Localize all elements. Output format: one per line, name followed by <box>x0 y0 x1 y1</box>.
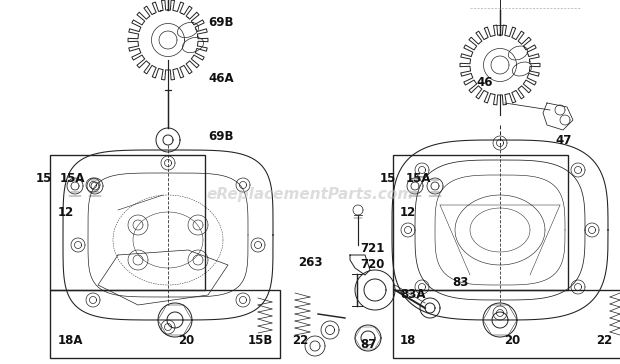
Text: 721: 721 <box>360 241 384 254</box>
Text: 15A: 15A <box>60 171 86 185</box>
Text: 15A: 15A <box>406 171 432 185</box>
Text: 263: 263 <box>298 256 322 269</box>
Text: 720: 720 <box>360 257 384 270</box>
Text: 83: 83 <box>452 277 468 289</box>
Text: 12: 12 <box>58 206 74 219</box>
Bar <box>50 290 280 358</box>
Text: 22: 22 <box>292 333 308 347</box>
Text: 46A: 46A <box>208 71 234 84</box>
Text: 15: 15 <box>36 171 52 185</box>
Text: 15: 15 <box>380 171 396 185</box>
Text: 15B: 15B <box>248 333 273 347</box>
Text: 20: 20 <box>178 333 194 347</box>
Text: 12: 12 <box>400 206 416 219</box>
Bar <box>393 290 620 358</box>
Bar <box>393 155 568 290</box>
Text: 83A: 83A <box>400 289 425 301</box>
Text: 46: 46 <box>476 76 492 90</box>
Text: 20: 20 <box>504 333 520 347</box>
Text: 22: 22 <box>596 333 613 347</box>
Text: 47: 47 <box>555 134 572 146</box>
Text: eReplacementParts.com: eReplacementParts.com <box>206 187 414 202</box>
Text: 18: 18 <box>400 333 417 347</box>
Text: 18A: 18A <box>58 333 84 347</box>
Text: 87: 87 <box>360 339 376 352</box>
Text: 69B: 69B <box>208 16 234 28</box>
Bar <box>50 155 205 290</box>
Text: 69B: 69B <box>208 131 234 143</box>
